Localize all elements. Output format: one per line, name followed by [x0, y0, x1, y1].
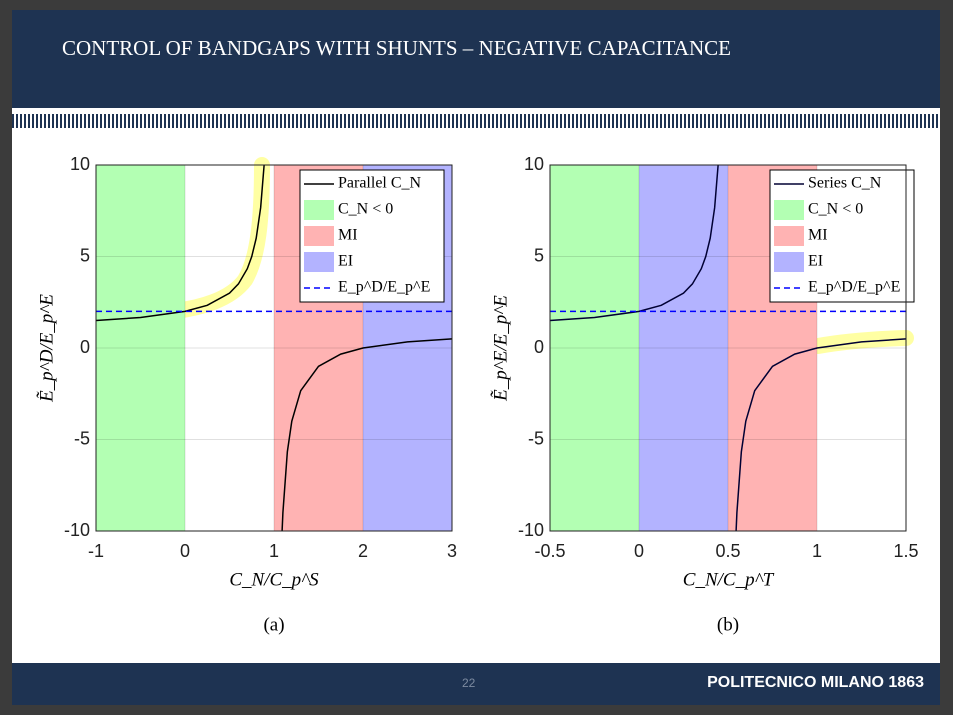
legend-swatch — [304, 226, 334, 246]
highlight — [167, 157, 270, 319]
slide-title: CONTROL OF BANDGAPS WITH SHUNTS – NEGATI… — [62, 36, 731, 60]
region — [550, 165, 639, 531]
page-number: 22 — [462, 676, 476, 690]
footer: 22 POLITECNICO MILANO 1863 — [12, 663, 940, 705]
y-tick-label: 10 — [70, 154, 90, 174]
highlight — [810, 330, 914, 354]
legend-label: C_N < 0 — [808, 201, 863, 218]
legend-label: C_N < 0 — [338, 201, 393, 218]
legend-label: Series C_N — [808, 175, 882, 192]
x-axis-label: C_N/C_p^T — [683, 569, 775, 590]
x-tick-label: -0.5 — [534, 541, 565, 561]
x-tick-label: -1 — [88, 541, 104, 561]
plot-frame — [549, 164, 907, 532]
y-tick-label: -5 — [74, 428, 90, 448]
legend-swatch — [774, 226, 804, 246]
legend-label: MI — [808, 227, 828, 244]
y-tick-label: 10 — [524, 154, 544, 174]
header: CONTROL OF BANDGAPS WITH SHUNTS – NEGATI… — [12, 10, 940, 108]
legend-swatch — [304, 252, 334, 272]
x-tick-label: 0 — [634, 541, 644, 561]
x-axis-label: C_N/C_p^S — [229, 569, 319, 590]
legend-label: Parallel C_N — [338, 175, 422, 192]
legend-label: EI — [338, 253, 353, 270]
stripe — [12, 114, 940, 128]
x-tick-label: 1.5 — [893, 541, 918, 561]
y-tick-label: 0 — [534, 337, 544, 357]
legend-swatch — [774, 252, 804, 272]
y-tick-label: -10 — [518, 520, 544, 540]
y-tick-label: -5 — [528, 428, 544, 448]
legend-swatch — [304, 200, 334, 220]
series-line — [549, 164, 907, 532]
region — [639, 165, 728, 531]
caption: (a) — [263, 614, 284, 635]
x-tick-label: 0 — [180, 541, 190, 561]
caption: (b) — [717, 614, 739, 635]
legend-label: E_p^D/E_p^E — [338, 279, 430, 296]
y-tick-label: 0 — [80, 337, 90, 357]
brand: POLITECNICO MILANO 1863 — [707, 674, 924, 691]
legend-label: EI — [808, 253, 823, 270]
region — [96, 165, 185, 531]
y-axis-label: Ẽ_p^D/E_p^E — [36, 294, 57, 403]
x-tick-label: 1 — [269, 541, 279, 561]
x-tick-label: 3 — [447, 541, 457, 561]
y-tick-label: 5 — [80, 245, 90, 265]
y-tick-label: -10 — [64, 520, 90, 540]
y-tick-label: 5 — [534, 245, 544, 265]
x-tick-label: 1 — [812, 541, 822, 561]
y-axis-label: Ẽ_p^E/E_p^E — [490, 295, 511, 402]
x-tick-label: 2 — [358, 541, 368, 561]
x-tick-label: 0.5 — [715, 541, 740, 561]
plot-frame — [95, 164, 453, 532]
legend-label: E_p^D/E_p^E — [808, 279, 900, 296]
legend-swatch — [774, 200, 804, 220]
legend-label: MI — [338, 227, 358, 244]
series-line — [95, 164, 453, 532]
